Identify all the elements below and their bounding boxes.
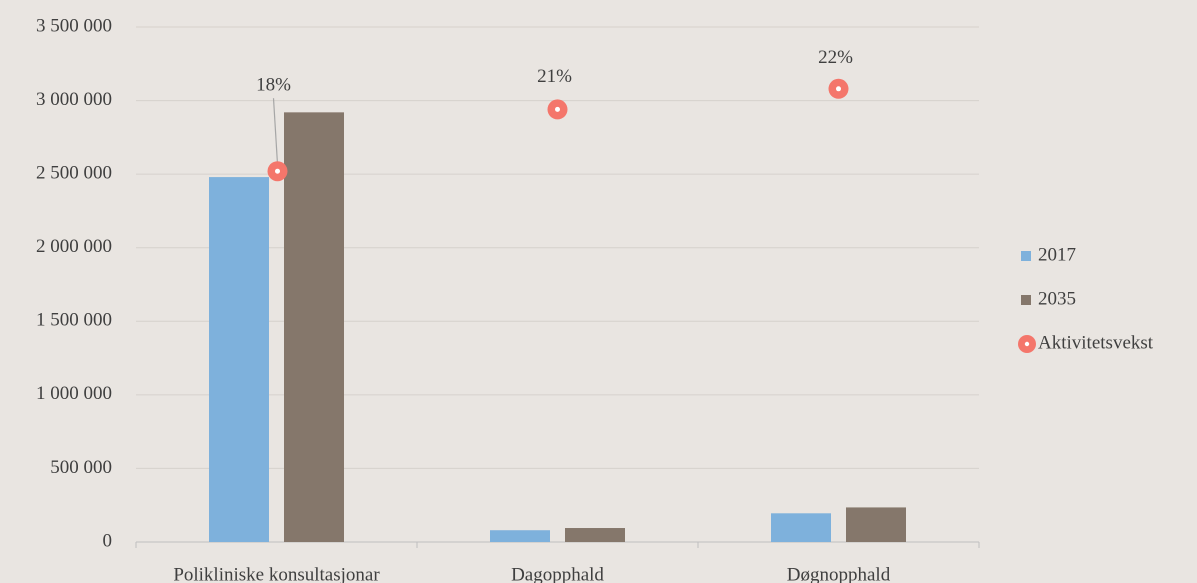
point-center xyxy=(555,106,560,112)
bar xyxy=(209,177,269,543)
point-center xyxy=(836,86,841,92)
data-label: 22% xyxy=(818,47,853,68)
y-tick-label: 500 000 xyxy=(50,457,112,478)
x-tick-label: Døgnopphald xyxy=(787,564,891,583)
legend-label: Aktivitetsvekst xyxy=(1038,332,1154,353)
legend-swatch xyxy=(1021,251,1031,261)
y-tick-label: 3 500 000 xyxy=(36,15,112,36)
y-tick-label: 1 000 000 xyxy=(36,383,112,404)
y-tick-label: 0 xyxy=(103,530,113,551)
legend-marker-center xyxy=(1024,341,1030,347)
legend-label: 2035 xyxy=(1038,288,1076,309)
bar xyxy=(284,112,344,542)
bar xyxy=(771,513,831,542)
point-center xyxy=(275,168,280,174)
bar xyxy=(565,528,625,542)
bar xyxy=(846,507,906,542)
data-label: 18% xyxy=(256,75,291,96)
bar xyxy=(490,530,550,542)
y-tick-label: 1 500 000 xyxy=(36,310,112,331)
leader-line xyxy=(272,98,279,165)
legend-swatch xyxy=(1021,295,1031,305)
y-tick-label: 3 000 000 xyxy=(36,89,112,110)
y-tick-label: 2 000 000 xyxy=(36,236,112,257)
y-tick-label: 2 500 000 xyxy=(36,163,112,184)
legend-label: 2017 xyxy=(1038,244,1076,265)
x-tick-label: Dagopphald xyxy=(511,564,604,583)
x-tick-label: Polikliniske konsultasjonar xyxy=(173,564,380,583)
data-label: 21% xyxy=(537,66,572,87)
